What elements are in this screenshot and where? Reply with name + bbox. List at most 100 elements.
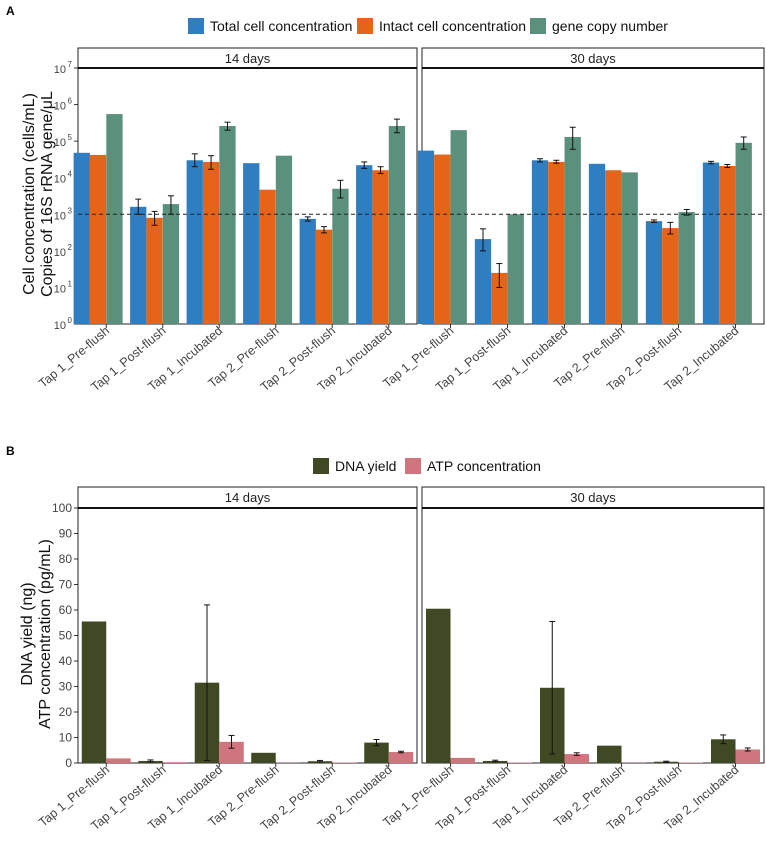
y-tick-exp-a-4: 4 — [68, 170, 73, 179]
bar-a-14-days-intact-cell-concentration-tap-1-incubated — [202, 161, 220, 324]
facet-title-a-30-days: 30 days — [570, 51, 616, 66]
bar-a-30-days-intact-cell-concentration-tap-1-pre-flush — [434, 154, 451, 324]
panel-b: B DNA yield ATP concentration DNA yield (… — [6, 444, 765, 833]
y-tick-exp-a-2: 2 — [68, 243, 73, 252]
y-tick-label-b-2: 20 — [59, 705, 73, 719]
legend-label-gene-copy-number: gene copy number — [552, 18, 668, 34]
bar-a-14-days-intact-cell-concentration-tap-2-incubated — [372, 170, 389, 324]
bar-a-30-days-gene-copy-number-tap-2-post-flush — [678, 212, 695, 324]
bar-a-14-days-intact-cell-concentration-tap-2-post-flush — [315, 229, 333, 324]
panel-a: A Total cell concentration Intact cell co… — [6, 4, 765, 394]
panel-label-b: B — [6, 444, 15, 458]
bar-b-30-days-atp-concentration-tap-2-incubated — [735, 749, 760, 763]
y-tick-label-a-1: 10 — [54, 283, 66, 295]
y-tick-exp-a-3: 3 — [68, 206, 73, 215]
bar-b-30-days-dna-yield-tap-2-incubated — [711, 739, 736, 763]
y-tick-label-b-9: 90 — [59, 527, 73, 541]
facet-title-b-30-days: 30 days — [570, 490, 616, 505]
y-tick-exp-a-5: 5 — [68, 133, 73, 142]
bar-b-14-days-atp-concentration-tap-2-post-flush — [332, 762, 357, 763]
bar-a-30-days-total-cell-concentration-tap-2-incubated — [702, 162, 720, 324]
bar-a-14-days-total-cell-concentration-tap-1-post-flush — [130, 206, 147, 324]
y-tick-label-a-4: 10 — [54, 174, 66, 186]
bar-a-30-days-total-cell-concentration-tap-2-post-flush — [645, 221, 663, 324]
legend-label-total-cell-concentration: Total cell concentration — [210, 18, 352, 34]
bar-b-14-days-dna-yield-tap-1-pre-flush — [81, 621, 107, 763]
bar-b-14-days-atp-concentration-tap-1-post-flush — [162, 762, 188, 763]
y-tick-label-b-0: 0 — [65, 756, 72, 770]
facet-frame-b-14-days — [77, 507, 418, 764]
bar-b-14-days-atp-concentration-tap-2-incubated — [388, 752, 414, 763]
bar-a-14-days-total-cell-concentration-tap-1-pre-flush — [73, 152, 90, 324]
legend-label-dna-yield: DNA yield — [335, 458, 396, 474]
y-tick-label-b-10: 100 — [52, 501, 72, 515]
bar-a-14-days-gene-copy-number-tap-2-pre-flush — [275, 155, 293, 324]
bar-a-30-days-intact-cell-concentration-tap-2-post-flush — [662, 228, 679, 324]
bar-a-14-days-total-cell-concentration-tap-2-pre-flush — [243, 163, 260, 324]
y-tick-exp-a-1: 1 — [68, 279, 73, 288]
bar-a-30-days-gene-copy-number-tap-2-incubated — [735, 142, 752, 324]
bar-a-30-days-total-cell-concentration-tap-1-pre-flush — [417, 150, 435, 324]
bar-a-14-days-gene-copy-number-tap-2-post-flush — [332, 188, 349, 324]
legend-swatch-atp-concentration — [405, 458, 421, 474]
bar-a-14-days-gene-copy-number-tap-1-incubated — [219, 125, 236, 324]
bar-a-14-days-total-cell-concentration-tap-2-incubated — [356, 165, 373, 324]
y-tick-label-b-5: 50 — [59, 629, 73, 643]
bar-a-30-days-gene-copy-number-tap-1-incubated — [564, 136, 581, 324]
y-tick-exp-a-7: 7 — [68, 60, 73, 69]
y-tick-label-b-1: 10 — [59, 731, 73, 745]
bar-b-30-days-dna-yield-tap-1-pre-flush — [426, 608, 451, 763]
y-tick-label-b-4: 40 — [59, 654, 73, 668]
y-axis-label-a-line2: Copies of 16S rRNA gene/μL — [39, 91, 56, 297]
legend-label-intact-cell-concentration: Intact cell concentration — [379, 18, 526, 34]
y-axis-label-b-line1: DNA yield (ng) — [19, 582, 36, 685]
bar-a-30-days-total-cell-concentration-tap-1-incubated — [531, 160, 549, 324]
bar-a-30-days-gene-copy-number-tap-2-pre-flush — [621, 172, 638, 324]
facet-title-b-14-days: 14 days — [225, 490, 271, 505]
y-axis-label-a-line1: Cell concentration (cells/mL) — [21, 93, 38, 295]
y-tick-exp-a-6: 6 — [68, 97, 73, 106]
y-tick-label-a-6: 10 — [54, 101, 66, 113]
legend-swatch-dna-yield — [313, 458, 329, 474]
bar-b-30-days-atp-concentration-tap-1-post-flush — [507, 762, 532, 763]
y-tick-label-a-0: 10 — [54, 320, 66, 332]
bar-b-30-days-atp-concentration-tap-1-incubated — [564, 754, 589, 763]
facet-title-a-14-days: 14 days — [225, 51, 271, 66]
bar-a-30-days-total-cell-concentration-tap-2-pre-flush — [588, 163, 606, 324]
y-tick-label-b-3: 30 — [59, 680, 73, 694]
bar-b-14-days-dna-yield-tap-2-pre-flush — [251, 752, 276, 763]
legend-label-atp-concentration: ATP concentration — [427, 458, 541, 474]
legend-a: Total cell concentration Intact cell conc… — [188, 18, 668, 34]
bar-b-14-days-atp-concentration-tap-1-pre-flush — [106, 758, 131, 763]
y-tick-label-a-3: 10 — [54, 210, 66, 222]
panel-label-a: A — [6, 4, 15, 18]
bar-a-30-days-gene-copy-number-tap-1-pre-flush — [450, 130, 467, 324]
y-axis-label-b-line2: ATP concentration (pg/mL) — [37, 539, 54, 729]
bar-b-30-days-atp-concentration-tap-1-pre-flush — [450, 757, 475, 763]
bar-a-14-days-total-cell-concentration-tap-2-post-flush — [299, 218, 316, 324]
bar-a-30-days-total-cell-concentration-tap-1-post-flush — [474, 239, 492, 324]
legend-swatch-intact-cell-concentration — [357, 18, 373, 34]
bar-b-30-days-dna-yield-tap-2-pre-flush — [597, 745, 622, 763]
bar-a-30-days-intact-cell-concentration-tap-1-post-flush — [491, 272, 508, 324]
bar-a-30-days-intact-cell-concentration-tap-1-incubated — [548, 161, 565, 324]
legend-b: DNA yield ATP concentration — [313, 458, 541, 474]
bar-b-14-days-dna-yield-tap-2-incubated — [364, 742, 389, 763]
y-tick-exp-a-0: 0 — [68, 316, 73, 325]
facet-frame-b-30-days — [421, 507, 765, 764]
bar-a-14-days-gene-copy-number-tap-1-post-flush — [162, 204, 180, 324]
bar-a-30-days-gene-copy-number-tap-1-post-flush — [507, 214, 524, 324]
legend-swatch-gene-copy-number — [530, 18, 546, 34]
bar-a-14-days-intact-cell-concentration-tap-1-pre-flush — [89, 154, 107, 324]
y-tick-label-b-8: 80 — [59, 552, 73, 566]
bar-b-30-days-atp-concentration-tap-2-post-flush — [678, 762, 703, 763]
bar-a-30-days-intact-cell-concentration-tap-2-pre-flush — [605, 170, 622, 324]
y-tick-label-b-6: 60 — [59, 603, 73, 617]
y-tick-label-a-2: 10 — [54, 247, 66, 259]
y-tick-label-a-7: 10 — [54, 64, 66, 76]
bar-a-14-days-gene-copy-number-tap-2-incubated — [388, 125, 406, 324]
bar-a-14-days-intact-cell-concentration-tap-2-pre-flush — [259, 189, 276, 324]
